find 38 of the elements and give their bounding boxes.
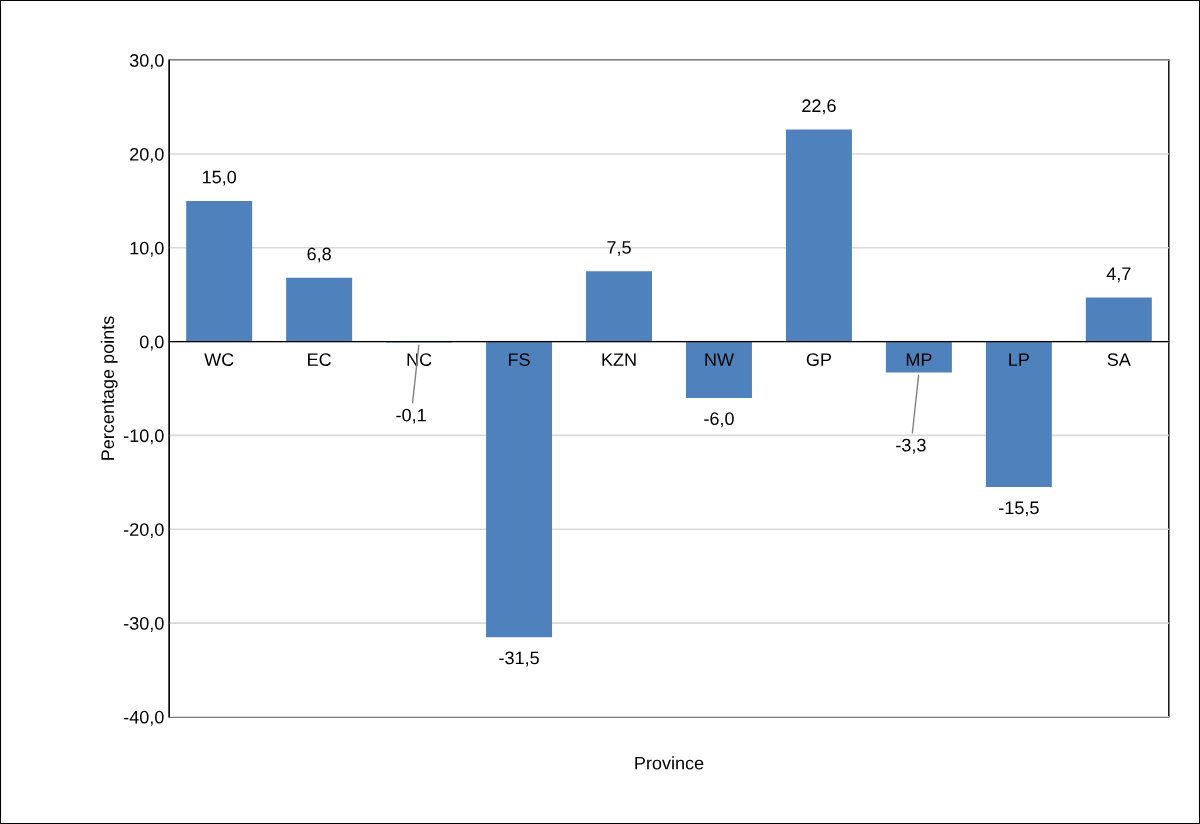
y-tick-label: -20,0 bbox=[123, 523, 164, 539]
bar bbox=[186, 200, 253, 342]
bar bbox=[1085, 297, 1152, 342]
y-tick-label: 30,0 bbox=[129, 54, 164, 69]
y-tick-label: -30,0 bbox=[123, 617, 164, 632]
bar bbox=[985, 341, 1052, 488]
data-label: 4,7 bbox=[1106, 267, 1131, 283]
data-label: -0,1 bbox=[396, 408, 426, 424]
x-tick-label: GP bbox=[806, 353, 832, 366]
y-axis-title: Percentage points bbox=[100, 316, 118, 460]
data-label: 7,5 bbox=[607, 241, 631, 256]
y-tick-label: 20,0 bbox=[130, 147, 164, 163]
x-tick-label: EC bbox=[308, 353, 331, 366]
data-label: -31,5 bbox=[499, 651, 539, 667]
x-tick-label: KZN bbox=[602, 353, 636, 366]
bar bbox=[685, 341, 752, 398]
bar bbox=[486, 341, 553, 638]
data-label: 15,0 bbox=[202, 170, 237, 186]
x-tick-label: FS bbox=[509, 353, 530, 366]
x-tick-label: NW bbox=[705, 353, 734, 366]
y-tick-label: 10,0 bbox=[130, 241, 164, 257]
data-label: 6,8 bbox=[307, 247, 331, 263]
data-label: -15,5 bbox=[999, 501, 1039, 517]
data-label: 22,6 bbox=[802, 99, 836, 115]
x-tick-label: WC bbox=[204, 353, 234, 366]
bar bbox=[286, 277, 353, 342]
y-tick-label: 0,0 bbox=[139, 335, 164, 351]
x-tick-label: SA bbox=[1107, 353, 1131, 366]
x-tick-label: MP bbox=[906, 353, 932, 366]
y-tick-label: -10,0 bbox=[123, 429, 164, 445]
data-label: -6,0 bbox=[704, 412, 734, 428]
data-label: -3,3 bbox=[896, 438, 926, 454]
bar bbox=[785, 129, 852, 342]
y-tick-label: -40,0 bbox=[123, 710, 164, 726]
bar bbox=[586, 271, 653, 342]
x-axis-title: Province bbox=[635, 756, 704, 770]
x-tick-label: LP bbox=[1009, 353, 1029, 366]
bar bbox=[885, 341, 952, 373]
